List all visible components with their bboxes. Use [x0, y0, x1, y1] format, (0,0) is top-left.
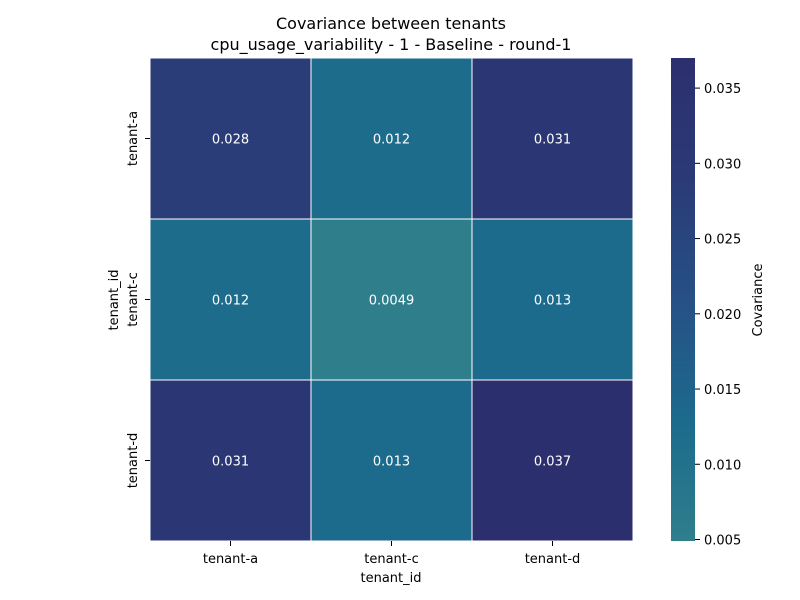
chart-subtitle: cpu_usage_variability - 1 - Baseline - r…: [211, 35, 572, 55]
cell-value-label: 0.013: [534, 294, 571, 309]
x-axis-ticks: tenant-a tenant-c tenant-d: [203, 541, 580, 567]
colorbar-tick-label: 0.025: [704, 233, 741, 248]
y-tick-label: tenant-c: [126, 272, 141, 326]
x-tick-label: tenant-a: [203, 552, 258, 567]
heatmap-cell-labels: 0.028 0.012 0.031 0.012 0.0049 0.013 0.031 0.01…: [212, 133, 571, 470]
x-tick-label: tenant-c: [364, 552, 418, 567]
colorbar-label: Covariance: [751, 264, 766, 337]
heatmap-cell-tenant-d-tenant-a: [149, 379, 312, 542]
colorbar: [671, 58, 695, 541]
colorbar-ticks: 0.005 0.010 0.015 0.020 0.025 0.030 0.035: [695, 82, 741, 548]
y-axis-label: tenant_id: [107, 269, 122, 330]
heatmap-cell-tenant-c-tenant-a: [149, 218, 312, 381]
heatmap-cell-tenant-c-tenant-d: [471, 218, 634, 381]
y-tick-label: tenant-a: [126, 111, 141, 166]
heatmap-cell-tenant-a-tenant-a: [149, 57, 312, 220]
cell-value-label: 0.028: [212, 133, 249, 148]
colorbar-tick-label: 0.020: [704, 308, 741, 323]
cell-value-label: 0.031: [534, 133, 571, 148]
cell-value-label: 0.013: [373, 455, 410, 470]
x-tick-label: tenant-d: [525, 552, 581, 567]
cell-value-label: 0.031: [212, 455, 249, 470]
x-axis-label: tenant_id: [360, 571, 421, 586]
heatmap-cell-tenant-a-tenant-d: [471, 57, 634, 220]
colorbar-tick-label: 0.005: [704, 533, 741, 548]
cell-value-label: 0.037: [534, 455, 571, 470]
y-tick-label: tenant-d: [126, 433, 141, 489]
colorbar-tick-label: 0.010: [704, 458, 741, 473]
colorbar-tick-label: 0.035: [704, 82, 741, 97]
colorbar-tick-label: 0.030: [704, 157, 741, 172]
y-axis-ticks: tenant-a tenant-c tenant-d: [126, 111, 150, 488]
colorbar-tick-label: 0.015: [704, 383, 741, 398]
chart-title: Covariance between tenants: [276, 14, 506, 33]
cell-value-label: 0.012: [373, 133, 410, 148]
heatmap-cell-tenant-a-tenant-c: [310, 57, 473, 220]
heatmap-cell-tenant-d-tenant-d: [471, 379, 634, 542]
cell-value-label: 0.0049: [369, 294, 415, 309]
cell-value-label: 0.012: [212, 294, 249, 309]
heatmap-cell-tenant-d-tenant-c: [310, 379, 473, 542]
heatmap-cells: [149, 57, 634, 542]
